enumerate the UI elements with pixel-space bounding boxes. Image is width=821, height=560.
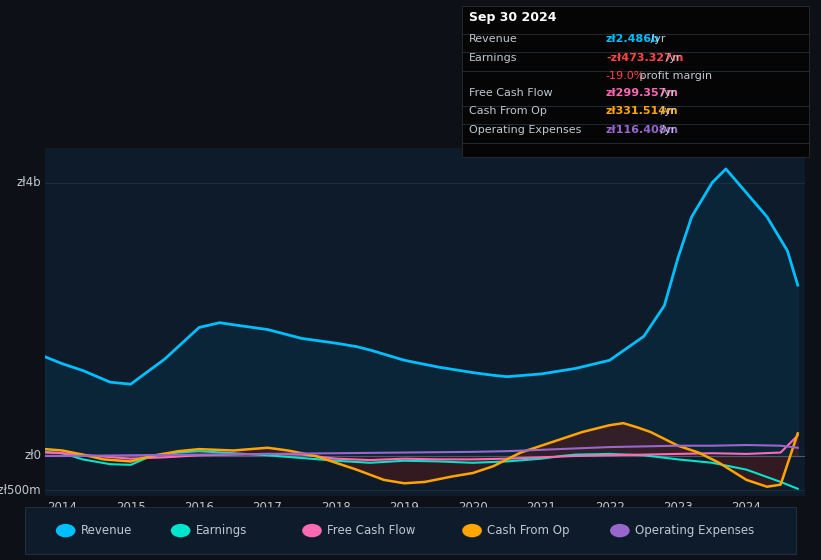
Text: Cash From Op: Cash From Op bbox=[469, 106, 547, 116]
Text: Earnings: Earnings bbox=[195, 524, 247, 537]
Text: Operating Expenses: Operating Expenses bbox=[469, 125, 581, 135]
Text: -zł473.327m: -zł473.327m bbox=[606, 53, 683, 63]
Text: -19.0%: -19.0% bbox=[606, 71, 645, 81]
Text: Free Cash Flow: Free Cash Flow bbox=[327, 524, 415, 537]
Text: Cash From Op: Cash From Op bbox=[487, 524, 569, 537]
Text: zł116.408m: zł116.408m bbox=[606, 125, 679, 135]
Text: /yr: /yr bbox=[647, 34, 665, 44]
Text: zł299.357m: zł299.357m bbox=[606, 88, 679, 98]
Text: Revenue: Revenue bbox=[80, 524, 132, 537]
Text: profit margin: profit margin bbox=[636, 71, 713, 81]
Text: Revenue: Revenue bbox=[469, 34, 517, 44]
Text: /yr: /yr bbox=[657, 88, 676, 98]
Text: Free Cash Flow: Free Cash Flow bbox=[469, 88, 553, 98]
Text: /yr: /yr bbox=[657, 106, 676, 116]
Text: zł331.514m: zł331.514m bbox=[606, 106, 678, 116]
Text: Operating Expenses: Operating Expenses bbox=[635, 524, 754, 537]
Text: Sep 30 2024: Sep 30 2024 bbox=[469, 11, 557, 25]
Text: zł0: zł0 bbox=[25, 450, 41, 463]
Text: /yr: /yr bbox=[662, 53, 681, 63]
Text: Earnings: Earnings bbox=[469, 53, 517, 63]
Text: zł2.486b: zł2.486b bbox=[606, 34, 660, 44]
Text: -zł500m: -zł500m bbox=[0, 484, 41, 497]
Text: zł4b: zł4b bbox=[16, 176, 41, 189]
Text: /yr: /yr bbox=[657, 125, 676, 135]
